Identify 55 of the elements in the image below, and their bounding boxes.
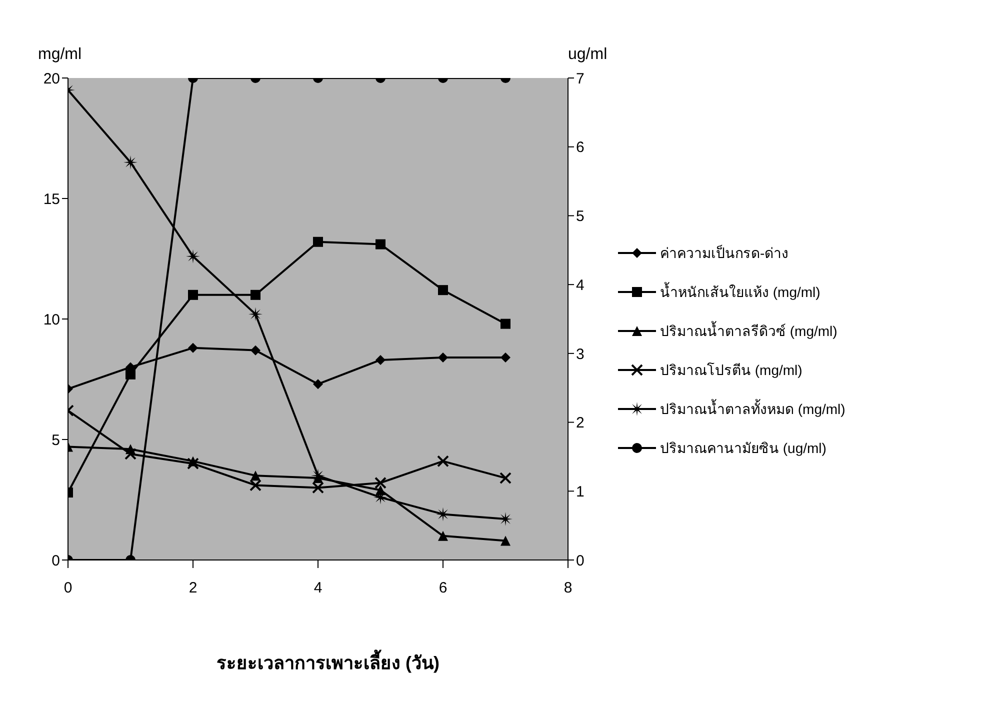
point [124,448,136,460]
y-tick-label: 0 [52,552,60,570]
x-tick-label: 6 [438,580,448,597]
point [500,536,510,546]
point [438,352,448,363]
point [313,379,323,390]
y-tick-label: 15 [43,190,60,208]
y2-tick-label: 7 [576,70,584,88]
legend-label: ปริมาณน้ำตาลรีดิวซ์ (mg/ml) [660,320,838,341]
point [500,472,512,484]
point [250,290,260,300]
legend-label: ค่าความเป็นกรด-ด่าง [660,244,789,262]
point [186,249,200,264]
point [312,482,324,494]
point [436,507,450,522]
y2-tick-label: 5 [576,208,584,226]
legend-label: ปริมาณคานามัยซิน (ug/ml) [660,438,826,458]
point [500,318,510,329]
point [438,530,448,541]
x-tick-label: 8 [564,580,572,597]
y-tick-label: 20 [43,70,60,88]
point [374,476,386,489]
x-tick-label: 2 [188,580,198,597]
point [376,354,386,365]
y-axis-title: mg/ml [38,46,82,64]
point [250,345,260,356]
y-tick-label: 5 [52,432,60,449]
point [124,155,138,170]
y2-tick-label: 2 [576,414,584,432]
y-tick-label: 10 [43,311,60,328]
y2-axis-title: ug/ml [568,46,608,64]
y2-tick-label: 1 [576,483,584,500]
y2-tick-label: 4 [576,276,584,294]
x-axis-title: ระยะเวลาการเพาะเลี้ยง (วัน) [216,648,440,675]
point [438,285,448,296]
point [250,479,262,492]
y2-tick-label: 0 [576,552,584,570]
point [498,512,512,526]
x-tick-label: 0 [64,580,72,597]
legend-label: ปริมาณน้ำตาลทั้งหมด (mg/ml) [660,398,846,419]
point [188,290,198,300]
legend-label: น้ำหนักเส้นใยแห้ง (mg/ml) [660,281,820,302]
y2-tick-label: 3 [576,346,584,363]
point [437,455,449,468]
point [500,352,510,363]
point [248,307,262,322]
y2-tick-label: 6 [576,139,584,156]
legend-label: ปริมาณโปรตีน (mg/ml) [660,360,802,380]
point [187,458,199,470]
x-tick-label: 4 [314,580,322,597]
point [376,239,386,250]
point [126,369,136,380]
point [250,470,260,481]
point [313,236,323,247]
point [188,342,198,353]
